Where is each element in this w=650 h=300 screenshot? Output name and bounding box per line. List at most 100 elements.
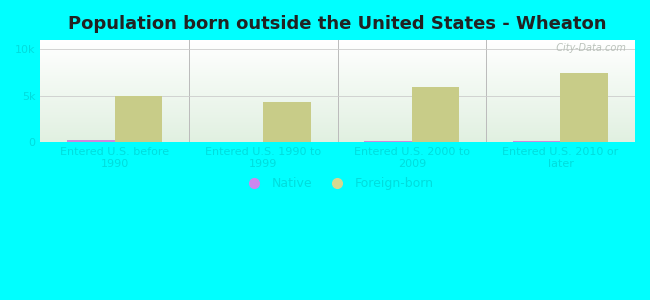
Bar bbox=[40, 91, 635, 92]
Bar bbox=[40, 41, 635, 42]
Bar bbox=[40, 124, 635, 125]
Bar bbox=[40, 97, 635, 98]
Bar bbox=[115, 96, 162, 142]
Bar bbox=[40, 105, 635, 106]
Legend: Native, Foreign-born: Native, Foreign-born bbox=[237, 172, 439, 195]
Bar bbox=[40, 108, 635, 109]
Bar bbox=[40, 70, 635, 71]
Bar bbox=[40, 96, 635, 97]
Bar bbox=[68, 140, 115, 142]
Bar bbox=[40, 116, 635, 117]
Bar bbox=[40, 122, 635, 123]
Bar bbox=[40, 113, 635, 114]
Bar bbox=[40, 66, 635, 67]
Bar bbox=[40, 52, 635, 53]
Bar bbox=[40, 90, 635, 91]
Bar bbox=[40, 139, 635, 140]
Bar bbox=[40, 137, 635, 138]
Bar bbox=[40, 47, 635, 48]
Bar bbox=[40, 134, 635, 135]
Bar bbox=[263, 102, 311, 142]
Bar bbox=[40, 46, 635, 47]
Bar bbox=[40, 62, 635, 63]
Bar bbox=[40, 68, 635, 69]
Bar bbox=[40, 107, 635, 108]
Bar bbox=[40, 55, 635, 56]
Bar bbox=[40, 73, 635, 74]
Bar bbox=[40, 109, 635, 110]
Bar bbox=[40, 130, 635, 131]
Bar bbox=[40, 117, 635, 118]
Bar bbox=[40, 44, 635, 45]
Bar bbox=[40, 43, 635, 44]
Bar bbox=[40, 79, 635, 80]
Bar bbox=[40, 63, 635, 64]
Bar bbox=[40, 48, 635, 49]
Bar bbox=[40, 56, 635, 57]
Bar bbox=[40, 58, 635, 59]
Bar bbox=[40, 92, 635, 93]
Bar bbox=[40, 67, 635, 68]
Bar bbox=[40, 83, 635, 84]
Bar bbox=[40, 76, 635, 77]
Bar bbox=[40, 115, 635, 116]
Bar bbox=[40, 131, 635, 132]
Bar bbox=[40, 86, 635, 87]
Bar bbox=[40, 60, 635, 61]
Bar bbox=[40, 102, 635, 103]
Bar bbox=[412, 86, 460, 142]
Bar bbox=[40, 74, 635, 75]
Bar bbox=[513, 141, 560, 142]
Bar bbox=[40, 100, 635, 101]
Bar bbox=[40, 119, 635, 120]
Bar bbox=[40, 69, 635, 70]
Bar bbox=[40, 104, 635, 105]
Bar bbox=[40, 75, 635, 76]
Bar bbox=[40, 126, 635, 127]
Bar bbox=[40, 82, 635, 83]
Bar bbox=[40, 120, 635, 121]
Bar bbox=[40, 133, 635, 134]
Bar bbox=[40, 88, 635, 89]
Bar bbox=[40, 101, 635, 102]
Bar bbox=[40, 89, 635, 90]
Bar bbox=[40, 57, 635, 58]
Bar bbox=[40, 49, 635, 50]
Bar bbox=[40, 40, 635, 41]
Bar bbox=[40, 98, 635, 99]
Bar bbox=[40, 123, 635, 124]
Bar bbox=[40, 136, 635, 137]
Bar bbox=[40, 64, 635, 65]
Bar bbox=[40, 45, 635, 46]
Bar bbox=[40, 138, 635, 139]
Bar bbox=[40, 125, 635, 126]
Bar bbox=[40, 99, 635, 100]
Bar bbox=[40, 51, 635, 52]
Bar bbox=[40, 87, 635, 88]
Bar bbox=[40, 50, 635, 51]
Bar bbox=[40, 59, 635, 60]
Bar bbox=[40, 71, 635, 72]
Bar bbox=[40, 141, 635, 142]
Bar bbox=[40, 72, 635, 73]
Title: Population born outside the United States - Wheaton: Population born outside the United State… bbox=[68, 15, 607, 33]
Bar bbox=[40, 80, 635, 81]
Bar bbox=[40, 129, 635, 130]
Bar bbox=[40, 84, 635, 85]
Bar bbox=[40, 65, 635, 66]
Bar bbox=[40, 77, 635, 78]
Bar bbox=[40, 140, 635, 141]
Bar bbox=[40, 95, 635, 96]
Bar bbox=[40, 118, 635, 119]
Bar bbox=[560, 73, 608, 142]
Text: City-Data.com: City-Data.com bbox=[550, 43, 626, 53]
Bar bbox=[40, 135, 635, 136]
Bar bbox=[40, 42, 635, 43]
Bar bbox=[40, 85, 635, 86]
Bar bbox=[40, 78, 635, 79]
Bar bbox=[40, 81, 635, 82]
Bar bbox=[40, 53, 635, 54]
Bar bbox=[40, 114, 635, 115]
Bar bbox=[40, 132, 635, 133]
Bar bbox=[40, 94, 635, 95]
